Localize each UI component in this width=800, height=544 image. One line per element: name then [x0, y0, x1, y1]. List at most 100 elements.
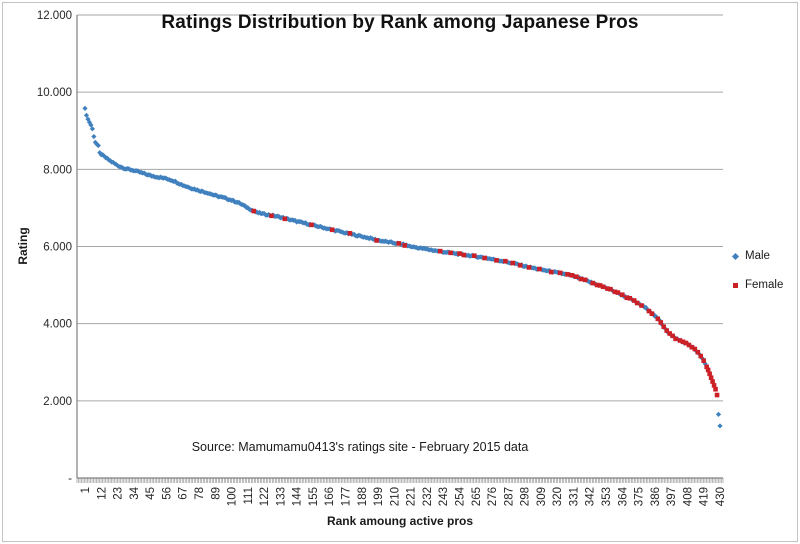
x-tick-label: 430 — [715, 487, 727, 506]
source-note: Source: Mamumamu0413's ratings site - Fe… — [191, 440, 529, 454]
female-data-point — [537, 266, 542, 272]
female-data-point — [494, 258, 499, 263]
x-tick-label: 265 — [471, 487, 483, 506]
female-data-point — [605, 286, 610, 291]
female-data-point — [639, 303, 644, 308]
y-tick-label: - — [68, 473, 72, 485]
male-data-point — [643, 304, 649, 311]
female-data-point — [347, 231, 353, 236]
x-tick-label: 232 — [422, 487, 434, 506]
x-tick-label: 23 — [113, 487, 125, 500]
x-tick-label: 342 — [585, 487, 597, 506]
male-data-point — [261, 210, 267, 217]
x-tick-label: 243 — [438, 487, 450, 506]
male-data-point — [715, 411, 722, 417]
male-data-point — [83, 112, 90, 118]
male-data-point — [91, 133, 97, 140]
female-data-point — [437, 248, 443, 254]
x-tick-label: 100 — [227, 487, 239, 506]
x-tick-label: 254 — [454, 486, 466, 506]
female-data-point — [664, 328, 670, 333]
male-data-point — [344, 230, 350, 236]
x-tick-label: 408 — [682, 487, 694, 506]
female-data-point — [707, 371, 712, 377]
x-tick-label: 199 — [373, 487, 385, 506]
female-data-point — [329, 227, 335, 233]
female-data-point — [282, 216, 288, 222]
female-data-point — [624, 295, 630, 301]
x-tick-label: 78 — [194, 487, 206, 500]
female-data-point — [705, 367, 711, 373]
legend-label-female: Female — [745, 278, 784, 291]
female-data-point — [503, 258, 508, 264]
female-data-point — [574, 274, 579, 280]
x-tick-label: 221 — [406, 487, 418, 506]
legend: Male Female — [731, 250, 784, 308]
female-data-point — [269, 213, 274, 219]
male-data-point — [95, 142, 101, 149]
x-tick-label: 397 — [666, 487, 678, 506]
x-tick-label: 353 — [601, 487, 613, 506]
female-data-point — [708, 375, 714, 380]
x-tick-label: 188 — [357, 487, 369, 506]
x-tick-label: 56 — [161, 487, 173, 500]
x-tick-label: 298 — [520, 487, 532, 506]
female-data-point — [695, 349, 701, 355]
female-data-point — [597, 283, 603, 288]
female-data-point — [649, 311, 655, 316]
female-data-point — [698, 353, 704, 359]
male-data-point — [82, 105, 88, 111]
female-data-point — [615, 290, 621, 295]
female-data-point — [634, 300, 640, 306]
female-data-point — [594, 282, 600, 288]
female-data-point — [457, 251, 462, 256]
female-data-point — [677, 338, 683, 343]
x-tick-label: 386 — [650, 487, 662, 506]
male-data-point — [100, 152, 106, 158]
female-data-point — [600, 284, 606, 290]
female-data-point — [680, 339, 686, 345]
female-data-point — [565, 272, 570, 277]
x-tick-label: 12 — [96, 487, 108, 500]
female-data-point — [471, 253, 477, 259]
male-data-point — [276, 213, 282, 220]
y-tick-label: 8.000 — [43, 164, 72, 176]
x-tick-label: 364 — [617, 486, 629, 506]
female-square-icon — [733, 282, 738, 288]
female-data-point — [374, 238, 379, 243]
female-data-point — [517, 262, 523, 268]
chart-title: Ratings Distribution by Rank among Japan… — [161, 12, 639, 33]
x-tick-label: 133 — [275, 487, 287, 506]
female-data-point — [711, 383, 717, 388]
female-data-point — [673, 336, 678, 342]
x-tick-label: 276 — [487, 487, 499, 506]
female-data-point — [704, 364, 709, 370]
female-data-point — [620, 292, 625, 298]
x-tick-label: 320 — [552, 487, 564, 506]
male-data-point — [285, 216, 291, 222]
female-data-point — [670, 333, 675, 339]
female-data-point — [448, 250, 453, 256]
female-data-point — [692, 346, 698, 352]
male-data-point — [717, 423, 723, 429]
male-data-point — [89, 126, 96, 132]
x-tick-label: 45 — [145, 487, 157, 500]
female-data-point — [396, 241, 402, 246]
female-data-point — [646, 308, 652, 314]
female-data-point — [612, 289, 618, 295]
x-tick-label: 122 — [259, 487, 271, 506]
female-data-point — [683, 340, 689, 346]
female-data-point — [655, 316, 661, 322]
y-axis-title: Rating — [16, 227, 30, 265]
x-tick-label: 331 — [568, 487, 580, 506]
x-tick-label: 375 — [634, 487, 646, 506]
x-tick-label: 111 — [243, 487, 255, 504]
y-tick-label: 6.000 — [43, 242, 72, 254]
y-tick-label: 12.000 — [37, 10, 72, 22]
male-data-point — [94, 141, 100, 147]
female-data-point — [631, 298, 637, 303]
male-data-point — [88, 122, 94, 128]
female-data-point — [608, 286, 613, 292]
y-tick-label: 10.000 — [37, 87, 72, 99]
legend-item-female: Female — [733, 278, 784, 292]
